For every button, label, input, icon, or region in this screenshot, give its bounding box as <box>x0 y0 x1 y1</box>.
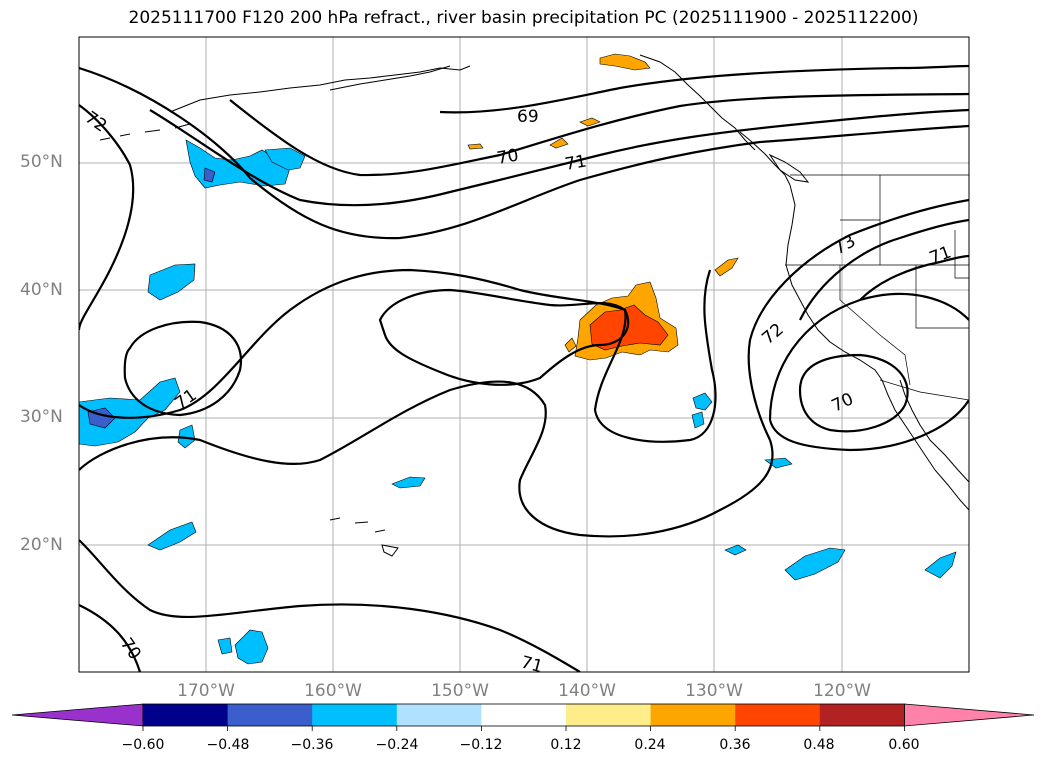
colorbar-extend-low <box>11 703 144 727</box>
colorbar-tick-label: −0.36 <box>290 737 334 753</box>
colorbar-segment <box>819 704 905 726</box>
state-border <box>954 230 969 279</box>
colorbar-segment <box>227 704 313 726</box>
colorbar-segment <box>481 704 567 726</box>
colorbar-extend-high <box>904 703 1035 727</box>
colorbar-tick-label: 0.24 <box>634 737 666 753</box>
precip-area-darkblue <box>203 167 216 183</box>
latitude-label: 30°N <box>20 407 63 427</box>
precip-area-blue <box>924 551 957 579</box>
contour-label: 71 <box>563 151 588 174</box>
contour-label: 70 <box>495 145 520 168</box>
contour-71-east <box>859 254 969 301</box>
contour-72 <box>79 66 969 240</box>
longitude-label: 170°W <box>177 681 235 701</box>
colorbar-segment <box>566 704 652 726</box>
precip-area-blue <box>784 547 846 581</box>
contour-71-tongue <box>79 268 717 443</box>
political-borders <box>785 174 969 401</box>
colorbar-tick-label: −0.24 <box>375 737 419 753</box>
precip-area-blue <box>724 544 747 556</box>
colorbar-segment <box>735 704 821 726</box>
contour-73 <box>799 218 969 321</box>
map-frame <box>78 36 970 673</box>
latitude-label: 50°N <box>20 152 63 172</box>
precip-area-blue <box>217 637 233 655</box>
refractivity-contours <box>79 64 969 672</box>
contour-71 <box>149 108 969 207</box>
contour-69 <box>439 64 969 114</box>
precip-area-orange <box>579 117 601 127</box>
precip-area-orange <box>467 143 484 150</box>
precip-area-blue <box>264 147 306 171</box>
precip-area-blue <box>79 377 181 447</box>
colorbar-tick-label: 0.60 <box>888 737 920 753</box>
contour-label: 71 <box>519 653 545 678</box>
us-mexico-border <box>879 379 969 401</box>
hawaii-islands <box>329 517 399 557</box>
longitude-label: 140°W <box>558 681 616 701</box>
longitude-label: 120°W <box>813 681 871 701</box>
contour-70-loop <box>123 320 243 417</box>
precip-area-red <box>589 304 669 351</box>
state-border <box>839 265 911 386</box>
precip-area-blue <box>692 392 713 411</box>
longitude-label: 160°W <box>304 681 362 701</box>
precip-area-blue <box>177 424 196 449</box>
canada-coast <box>739 131 791 186</box>
map-plot-area <box>79 37 969 672</box>
baja-coast <box>881 379 969 511</box>
precip-area-blue <box>391 476 426 489</box>
contour-71-lower <box>79 380 774 538</box>
latitude-label: 20°N <box>20 535 63 555</box>
longitude-label: 130°W <box>685 681 743 701</box>
precip-area-orange <box>714 257 739 277</box>
longitude-label: 150°W <box>431 681 489 701</box>
precip-area-orange <box>599 53 651 71</box>
alaska-coastline <box>169 65 471 113</box>
colorbar-tick-label: −0.48 <box>206 737 250 753</box>
precip-positive-shading <box>467 53 739 361</box>
colorbar-segment <box>143 704 229 726</box>
contour-72-east-loop <box>768 292 969 452</box>
vancouver-island <box>768 153 810 183</box>
colorbar-segment <box>650 704 736 726</box>
latitude-label: 40°N <box>20 280 63 300</box>
contour-70 <box>229 92 969 177</box>
precip-area-orange <box>549 137 569 149</box>
contour-72-east <box>747 198 969 441</box>
colorbar-tick-label: 0.36 <box>719 737 751 753</box>
colorbar-tick-label: 0.48 <box>803 737 835 753</box>
state-border <box>915 265 969 329</box>
contour-71-inner <box>378 288 630 386</box>
alaska-peninsula-coast <box>329 65 451 91</box>
colorbar-segment <box>312 704 398 726</box>
precip-area-orange <box>564 337 577 353</box>
map-title: 2025111700 F120 200 hPa refract., river … <box>128 8 919 28</box>
contour-72-west <box>79 104 135 331</box>
us-west-coast <box>785 184 883 381</box>
aleutian-islands <box>99 123 191 141</box>
contour-70-east-loop <box>798 353 909 433</box>
colorbar-tick-label: −0.12 <box>459 737 503 753</box>
colorbar-segment <box>396 704 482 726</box>
contour-70-south <box>79 539 581 672</box>
colorbar-frame <box>142 703 905 727</box>
precip-area-blue <box>234 629 269 665</box>
colorbar-tick-label: 0.12 <box>550 737 582 753</box>
precip-area-blue <box>691 411 705 429</box>
precip-area-blue <box>147 263 196 301</box>
contour-label: 69 <box>517 107 539 127</box>
precip-area-blue <box>147 521 197 551</box>
colorbar-tick-label: −0.60 <box>121 737 165 753</box>
colorbar <box>11 703 1035 731</box>
contour-71-south <box>79 604 142 672</box>
